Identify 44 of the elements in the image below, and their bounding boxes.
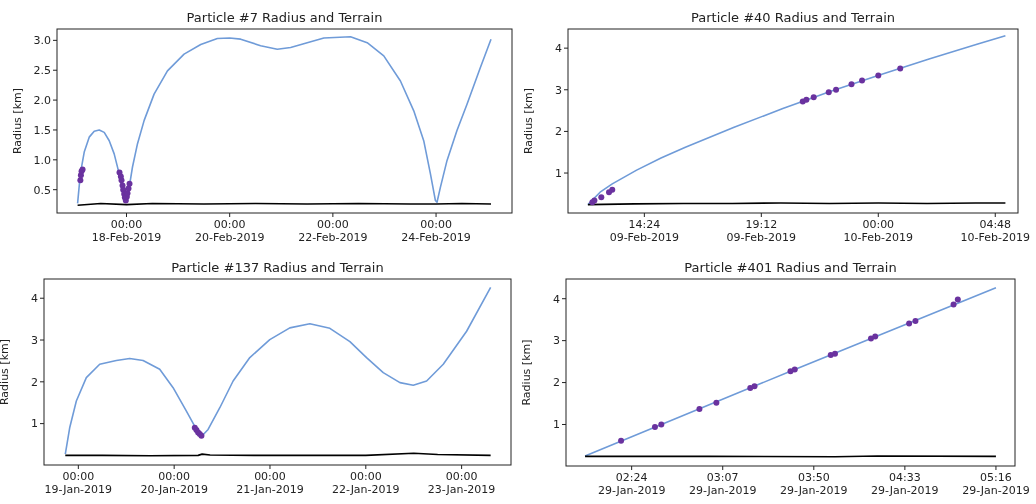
y-axis-title: Radius [km] (520, 339, 533, 406)
x-tick-label: 14:24 09-Feb-2019 (609, 218, 680, 244)
y-tick-label: 3.0 (33, 34, 51, 48)
y-tick-label: 2 (31, 375, 38, 389)
x-tick-label: 00:00 21-Jan-2019 (236, 470, 304, 496)
y-axis-title: Radius [km] (0, 338, 11, 406)
y-tick-label: 0.5 (33, 183, 51, 197)
x-tick-label: 03:07 29-Jan-2019 (688, 471, 757, 497)
y-axis-title: Radius [km] (522, 87, 535, 155)
x-tick-label: 04:48 10-Feb-2019 (960, 218, 1030, 244)
x-tick-label: 04:33 29-Jan-2019 (871, 471, 939, 497)
x-tick-label: 00:00 24-Feb-2019 (401, 218, 471, 244)
y-tick-label: 2.0 (33, 93, 51, 107)
y-tick-label: 1.0 (33, 153, 51, 167)
x-tick-label: 05:16 29-Jan-2019 (962, 471, 1030, 497)
x-tick-label: 00:00 20-Feb-2019 (194, 218, 265, 244)
chart-title: Particle #40 Radius and Terrain (690, 10, 896, 25)
y-tick-label: 2 (555, 125, 562, 139)
y-tick-label: 2.5 (33, 64, 51, 78)
x-tick-label: 03:50 29-Jan-2019 (780, 471, 848, 497)
chart-title: Particle #137 Radius and Terrain (171, 260, 384, 275)
x-tick-label: 00:00 19-Jan-2019 (44, 470, 113, 496)
x-tick-label: 00:00 20-Jan-2019 (140, 470, 208, 496)
y-tick-label: 4 (553, 292, 560, 306)
x-tick-label: 00:00 22-Jan-2019 (332, 470, 400, 496)
y-tick-label: 4 (31, 292, 38, 306)
x-tick-label: 19:12 09-Feb-2019 (726, 218, 797, 244)
y-tick-label: 3 (31, 333, 38, 347)
chart-title: Particle #401 Radius and Terrain (684, 260, 897, 275)
x-tick-label: 00:00 22-Feb-2019 (298, 218, 368, 244)
y-tick-label: 3 (553, 334, 560, 348)
y-axis-title: Radius [km] (11, 87, 24, 155)
x-tick-label: 00:00 23-Jan-2019 (427, 470, 496, 496)
x-tick-label: 00:00 18-Feb-2019 (91, 218, 162, 244)
y-tick-label: 1 (555, 166, 562, 180)
y-tick-label: 4 (555, 42, 562, 55)
x-tick-label: 02:24 29-Jan-2019 (597, 471, 666, 497)
chart-title: Particle #7 Radius and Terrain (186, 10, 383, 25)
y-tick-label: 1.5 (33, 123, 51, 137)
x-tick-label: 00:00 10-Feb-2019 (843, 218, 913, 244)
y-tick-label: 1 (553, 418, 560, 432)
y-tick-label: 3 (555, 83, 562, 97)
y-tick-label: 1 (31, 417, 38, 431)
y-tick-label: 2 (553, 376, 560, 390)
